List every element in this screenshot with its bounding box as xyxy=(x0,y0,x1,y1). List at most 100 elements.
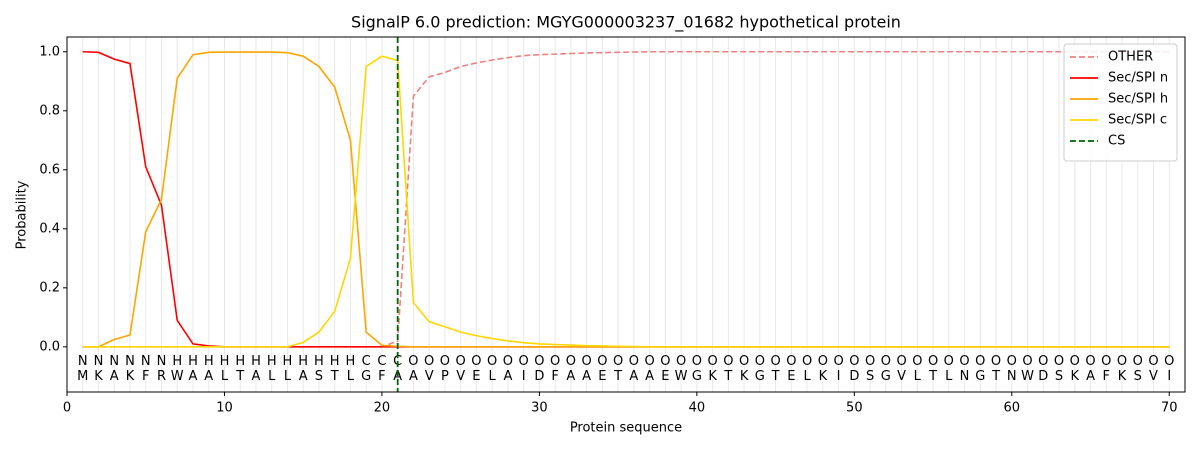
residue: T xyxy=(771,369,780,384)
residue: F xyxy=(551,369,558,384)
residue: L xyxy=(347,369,355,384)
series-line xyxy=(82,50,1170,348)
residue: A xyxy=(503,369,512,384)
residue-label: C xyxy=(377,354,386,369)
residue-label: O xyxy=(912,354,922,369)
legend-label: CS xyxy=(1108,134,1125,149)
residue: L xyxy=(945,369,953,384)
x-tick-label: 50 xyxy=(846,401,863,416)
residue-label: O xyxy=(1101,354,1111,369)
y-axis-label: Probability xyxy=(15,180,30,249)
residue: I xyxy=(837,369,841,384)
residue-label: N xyxy=(78,354,88,369)
residue-label: H xyxy=(267,354,277,369)
residue-label: H xyxy=(330,354,340,369)
residue: N xyxy=(1007,369,1017,384)
residue: K xyxy=(740,369,749,384)
residue-label: O xyxy=(645,354,655,369)
residue-label: O xyxy=(487,354,497,369)
residue: R xyxy=(157,369,166,384)
x-tick-label: 40 xyxy=(689,401,706,416)
x-tick-label: 70 xyxy=(1161,401,1178,416)
residue-label: O xyxy=(1038,354,1048,369)
residue-label: H xyxy=(314,354,324,369)
residue: V xyxy=(425,369,434,384)
residue-label: O xyxy=(566,354,576,369)
y-tick-label: 0.2 xyxy=(39,280,60,295)
residue-label: O xyxy=(582,354,592,369)
residue: A xyxy=(204,369,213,384)
residue-label: H xyxy=(346,354,356,369)
x-tick-label: 30 xyxy=(531,401,548,416)
plot-frame xyxy=(66,36,1186,393)
residue-label: O xyxy=(881,354,891,369)
residue-label: N xyxy=(94,354,104,369)
legend-label: OTHER xyxy=(1108,50,1153,65)
residue: P xyxy=(441,369,449,384)
residue-label: O xyxy=(770,354,780,369)
residue-label: O xyxy=(534,354,544,369)
residue-label: O xyxy=(739,354,749,369)
residue: W xyxy=(675,369,688,384)
residue-label: O xyxy=(928,354,938,369)
residue-label: H xyxy=(204,354,214,369)
residue-label: O xyxy=(786,354,796,369)
legend-label: Sec/SPI h xyxy=(1108,92,1168,107)
residue-label: O xyxy=(896,354,906,369)
residue: A xyxy=(299,369,308,384)
residue: K xyxy=(94,369,103,384)
residue-label: C xyxy=(362,354,371,369)
residue-label: O xyxy=(723,354,733,369)
residue-label: O xyxy=(503,354,513,369)
residue: E xyxy=(661,369,669,384)
residue: D xyxy=(534,369,544,384)
residue-label: O xyxy=(755,354,765,369)
series-line xyxy=(82,50,1170,348)
residue-label: O xyxy=(1133,354,1143,369)
residue: K xyxy=(1071,369,1080,384)
residue: L xyxy=(221,369,229,384)
series-line xyxy=(82,55,1170,348)
residue-label: O xyxy=(944,354,954,369)
y-tick-label: 1.0 xyxy=(39,44,60,59)
y-tick-label: 0.4 xyxy=(39,221,60,236)
residue-label: O xyxy=(818,354,828,369)
residue: A xyxy=(1086,369,1095,384)
x-tick-label: 10 xyxy=(216,401,233,416)
residue: E xyxy=(472,369,480,384)
residue: L xyxy=(803,369,811,384)
legend-label: Sec/SPI n xyxy=(1108,71,1168,86)
x-axis-label: Protein sequence xyxy=(570,421,682,436)
y-tick-label: 0.0 xyxy=(39,339,60,354)
residue: I xyxy=(1167,369,1171,384)
residue: A xyxy=(582,369,591,384)
residue: L xyxy=(489,369,497,384)
residue-label: O xyxy=(408,354,418,369)
residue: F xyxy=(142,369,149,384)
residue: L xyxy=(914,369,922,384)
residue-label: N xyxy=(157,354,167,369)
residue-label: O xyxy=(849,354,859,369)
residue: L xyxy=(268,369,276,384)
residue-label: O xyxy=(613,354,623,369)
residue: V xyxy=(897,369,906,384)
x-tick-label: 0 xyxy=(63,401,71,416)
residue: L xyxy=(284,369,292,384)
residue: T xyxy=(928,369,937,384)
residue-label: O xyxy=(1054,354,1064,369)
residue-label: O xyxy=(959,354,969,369)
residue: V xyxy=(1149,369,1158,384)
residue-label: N xyxy=(125,354,135,369)
series-line xyxy=(82,51,1170,348)
residue-label: H xyxy=(251,354,261,369)
legend-box xyxy=(1063,43,1178,162)
residue-label: H xyxy=(235,354,245,369)
residue: T xyxy=(235,369,244,384)
residue-label: N xyxy=(141,354,151,369)
residue: S xyxy=(1134,369,1142,384)
residue: T xyxy=(330,369,339,384)
residue: A xyxy=(393,369,402,384)
residue: T xyxy=(613,369,622,384)
residue-label: O xyxy=(424,354,434,369)
